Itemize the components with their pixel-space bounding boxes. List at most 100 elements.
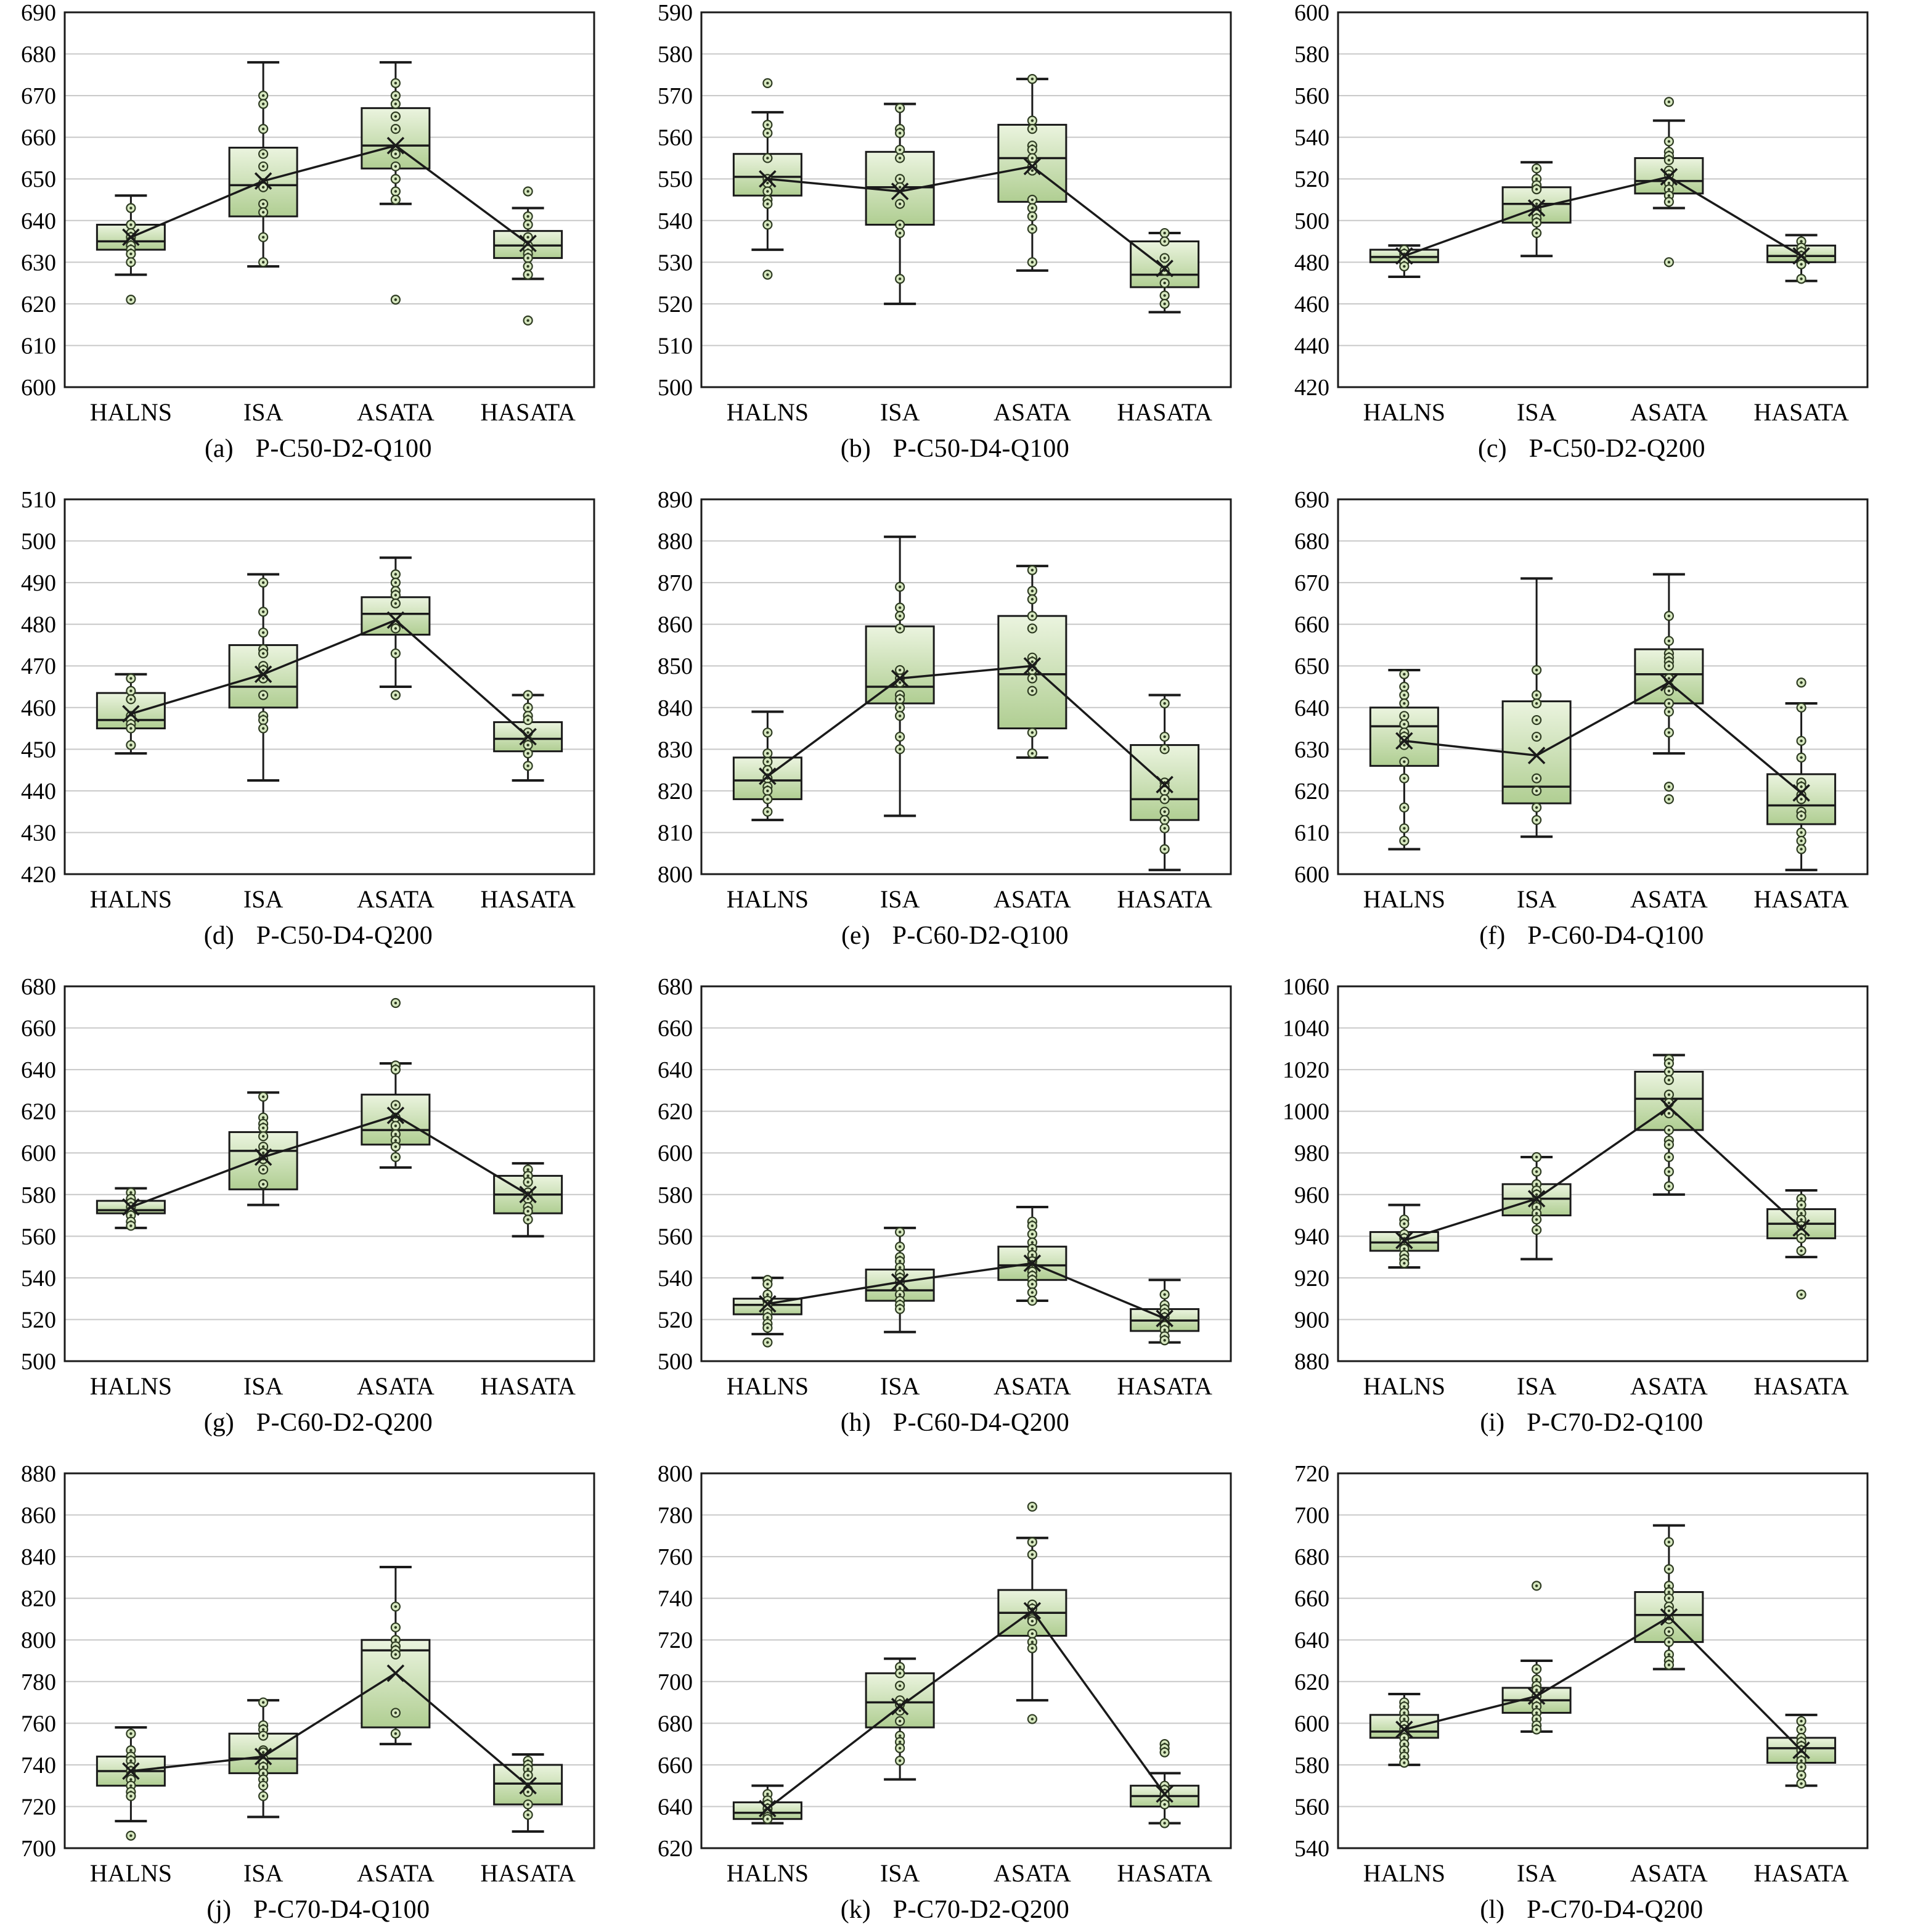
y-axis-tick-label: 720 [1294,1461,1329,1487]
panel-index-label: (h) [840,1409,871,1437]
panel-title: P-C50-D2-Q100 [255,435,433,463]
box-asata [361,997,431,1169]
boxplot-chart-i: 880 900 920 940 960 980 1000 1020 1040 1060 HALNS I… [1283,974,1869,1400]
box-hasata [1130,227,1200,314]
y-axis-tick-label: 420 [21,862,56,888]
y-axis-tick-label: 560 [1294,1794,1329,1820]
panel-title: P-C50-D2-Q200 [1528,435,1706,463]
y-axis-tick-label: 600 [21,1140,56,1166]
data-points [126,1729,136,1841]
y-axis-tick-label: 540 [658,1266,693,1291]
y-axis-tick-label: 660 [658,1016,693,1042]
data-points [895,103,905,284]
box-hasata [1130,1279,1200,1346]
mean-x-marker [759,170,777,188]
panel-index-label: (a) [204,435,234,463]
y-axis-tick-label: 840 [658,695,693,721]
y-axis-tick-label: 540 [1294,1836,1329,1862]
box-halns [1369,668,1439,851]
y-axis-tick-label: 1000 [1283,1099,1329,1125]
panel-title: P-C60-D4-Q200 [892,1409,1070,1437]
panel-index-label: (c) [1477,435,1507,463]
y-axis-tick-label: 620 [658,1099,693,1125]
mean-x-marker [1023,1602,1042,1620]
y-axis-tick-label: 860 [658,612,693,638]
y-axis-tick-label: 780 [658,1503,693,1529]
panel-caption: (g) P-C60-D2-Q200 [0,1408,637,1438]
y-axis-tick-label: 550 [658,166,693,192]
box-asata [997,565,1067,759]
boxplot-panel-h: 500 520 540 560 580 600 620 640 660 680 HALNS ISA AS… [637,974,1273,1461]
y-axis-tick-label: 540 [21,1266,56,1291]
y-axis-tick-label: 640 [1294,1627,1329,1653]
box-isa [1501,1581,1572,1735]
mean-x-marker [1395,1231,1413,1250]
panel-caption: (j) P-C70-D4-Q100 [0,1895,637,1925]
y-axis-tick-label: 500 [1294,208,1329,234]
data-points [1532,163,1542,239]
box-isa [1501,577,1572,838]
x-axis-category-label: ISA [243,398,284,426]
box-isa [865,102,935,305]
panel-index-label: (i) [1480,1409,1505,1437]
mean-connector-line [1403,1105,1802,1242]
data-points [1532,1581,1542,1735]
mean-x-marker [1527,747,1546,764]
y-axis-tick-label: 440 [1294,333,1329,359]
y-axis-tick-label: 740 [21,1753,56,1779]
x-axis-category-label: ISA [1517,398,1557,426]
panel-index-label: (b) [840,435,871,463]
box-isa [228,1091,298,1206]
plot-frame [1337,11,1869,388]
mean-x-marker [1792,1219,1810,1237]
mean-x-marker [122,228,140,247]
x-axis-category-label: ISA [880,398,920,426]
mean-x-marker [386,1664,405,1682]
mean-x-marker [759,1799,777,1818]
x-axis-category-label: HALNS [90,398,172,426]
x-axis-category-label: ISA [1517,1859,1557,1887]
y-axis-tick-label: 500 [658,375,693,401]
y-axis-tick-label: 510 [21,487,56,513]
y-axis-tick-label: 460 [1294,292,1329,317]
y-axis-tick-label: 720 [658,1627,693,1653]
data-points [1663,1537,1674,1670]
box-asata [997,1206,1067,1306]
mean-x-marker [254,172,272,190]
y-axis-tick-label: 610 [1294,820,1329,846]
mean-x-marker [759,767,777,785]
mean-connector-line [131,1672,529,1787]
box-isa [865,535,935,817]
panel-index-label: (l) [1480,1896,1505,1924]
x-axis-category-label: ISA [1517,885,1557,913]
box-asata [361,556,431,700]
panel-index-label: (g) [203,1409,234,1437]
y-axis-tick-label: 830 [658,737,693,763]
plot-frame [63,1472,595,1849]
boxplot-panel-i: 880 900 920 940 960 980 1000 1020 1040 1060 HALNS I… [1273,974,1910,1461]
panel-title: P-C70-D4-Q100 [253,1896,430,1924]
data-points [258,1091,269,1189]
boxplot-panel-d: 420 430 440 450 460 470 480 490 500 510 HALNS ISA AS… [0,487,637,974]
mean-x-marker [386,611,405,629]
boxplot-panel-b: 500 510 520 530 540 550 560 570 580 590 HALNS ISA AS… [637,0,1273,487]
y-axis-tick-label: 880 [1294,1349,1329,1375]
x-axis-category-label: ISA [880,1372,920,1400]
panel-title: P-C60-D2-Q100 [892,922,1069,950]
x-axis-category-label: HALNS [1363,885,1445,913]
y-axis-tick-label: 720 [21,1794,56,1820]
boxplot-chart-g: 500 520 540 560 580 600 620 640 660 680 HALNS ISA AS… [21,974,595,1400]
y-axis-tick-label: 480 [1294,250,1329,276]
x-axis-category-label: HALNS [1363,398,1445,426]
y-axis-tick-label: 640 [658,1794,693,1820]
panel-caption: (i) P-C70-D2-Q100 [1273,1408,1910,1438]
x-axis-category-label: ASATA [994,1372,1071,1400]
plot-frame [1337,498,1869,875]
y-axis-tick-label: 600 [1294,0,1329,26]
mean-x-marker [1660,168,1678,186]
x-axis-category-label: HASATA [1117,1372,1212,1400]
panel-caption: (d) P-C50-D4-Q200 [0,921,637,951]
box-halns [732,710,802,822]
x-axis-category-label: HALNS [727,1372,809,1400]
